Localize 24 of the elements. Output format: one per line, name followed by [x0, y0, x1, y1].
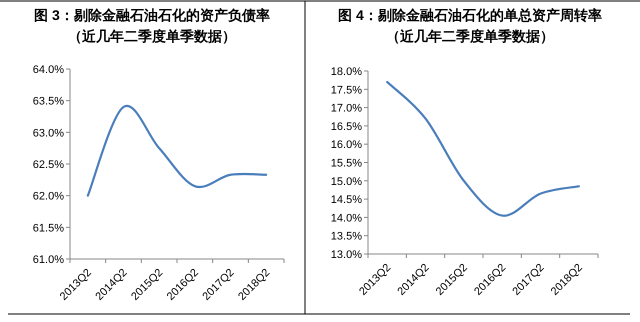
y-tick-label: 62.5%: [32, 159, 64, 171]
y-tick-label: 15.0%: [330, 176, 362, 188]
y-tick-label: 17.5%: [330, 84, 362, 96]
y-tick-label: 63.0%: [32, 127, 64, 140]
chart-title: 图 4：剔除金融石油石化的单总资产周转率: [338, 7, 602, 23]
y-tick-label: 18.0%: [330, 66, 362, 78]
y-tick-label: 16.0%: [330, 139, 362, 152]
y-tick-label: 13.5%: [330, 230, 362, 243]
y-tick-label: 61.0%: [32, 254, 64, 266]
y-tick-label: 17.0%: [330, 102, 362, 115]
y-tick-label: 62.0%: [32, 190, 64, 203]
y-tick-label: 63.5%: [32, 96, 64, 108]
chart-subtitle: （近几年二季度单季数据）: [386, 28, 554, 44]
chart-subtitle: （近几年二季度单季数据）: [68, 28, 236, 44]
y-tick-label: 13.0%: [330, 249, 362, 261]
y-tick-label: 64.0%: [32, 64, 64, 76]
y-tick-label: 61.5%: [32, 222, 64, 234]
line-series: [86, 104, 268, 197]
y-tick-label: 14.0%: [330, 212, 362, 224]
y-tick-label: 15.5%: [330, 158, 362, 170]
line-series: [386, 80, 580, 217]
y-tick-label: 16.5%: [330, 120, 362, 133]
chart-title: 图 3：剔除金融石油石化的资产负债率: [34, 7, 270, 23]
y-tick-label: 14.5%: [330, 194, 362, 206]
